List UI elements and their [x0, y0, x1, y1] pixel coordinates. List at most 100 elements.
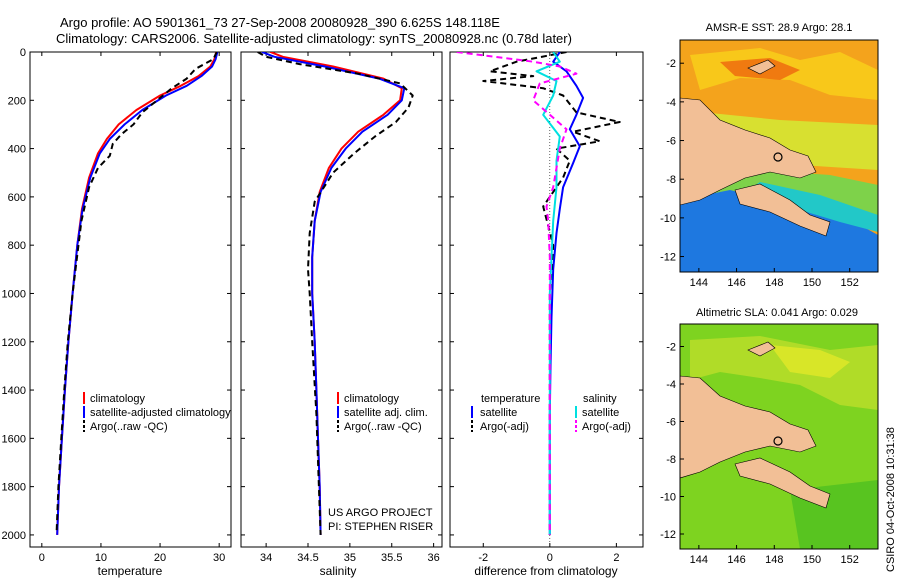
x-tick-label: 34 [260, 552, 272, 564]
map-y-tick-label: -12 [660, 252, 676, 264]
legend-label-climatology: climatology [344, 393, 400, 405]
legend-label-sal-satellite: satellite [582, 407, 619, 419]
temperature-axes-frame [29, 51, 232, 548]
legend-label-satellite: satellite adj. clim. [344, 407, 428, 419]
sla-island [747, 341, 776, 357]
difference-axes-frame [449, 51, 644, 548]
difference-xlabel: difference from climatology [474, 564, 617, 578]
sst-map-frame [679, 39, 879, 273]
sst-map-image [680, 40, 878, 272]
legend-label-climatology: climatology [90, 393, 146, 405]
x-tick-label: -2 [478, 552, 488, 564]
principal-investigator: PI: STEPHEN RISER [328, 521, 433, 533]
sla-map-title: Altimetric SLA: 0.041 Argo: 0.029 [696, 307, 858, 319]
map-y-tick-label: -12 [660, 529, 676, 541]
map-x-tick-label: 144 [690, 277, 708, 289]
x-tick-label: 0 [547, 552, 553, 564]
map-x-tick-label: 152 [841, 277, 859, 289]
sla-map-ticks: 144 146 148 150 152 -2 -4 -6 -8 -10 -12 [660, 342, 859, 567]
sla-map-frame [679, 323, 879, 550]
sla-argo-marker [773, 436, 783, 446]
legend-label-temp-argo: Argo(-adj) [480, 421, 529, 433]
sla-map-image [680, 324, 878, 549]
sst-map-title: AMSR-E SST: 28.9 Argo: 28.1 [706, 22, 853, 34]
map-x-tick-label: 146 [727, 554, 745, 566]
map-x-tick-label: 150 [803, 277, 821, 289]
y-tick-label: 200 [8, 95, 26, 107]
salinity-panel: 34 34.5 35 35.5 36 salinity climatology sate… [240, 51, 443, 578]
difference-legend: temperature salinity satellite Argo(-adj… [471, 393, 631, 433]
temperature-xlabel: temperature [98, 564, 163, 578]
x-tick-label: 35.5 [381, 552, 402, 564]
y-tick-label: 400 [8, 144, 26, 156]
legend-label-argo: Argo(..raw -QC) [344, 421, 422, 433]
legend-label-temp-satellite: satellite [480, 407, 517, 419]
salinity-xlabel: salinity [320, 564, 357, 578]
sst-island [747, 59, 776, 75]
sst-argo-marker [773, 152, 783, 162]
x-tick-label: 35 [344, 552, 356, 564]
x-tick-label: 20 [154, 552, 166, 564]
map-y-tick-label: -8 [666, 454, 676, 466]
temperature-series [55, 52, 219, 535]
x-tick-label: 34.5 [297, 552, 318, 564]
sst-map-ticks: 144 146 148 150 152 -2 -4 -6 -8 -10 -12 [660, 58, 859, 289]
salinity-ticks: 34 34.5 35 35.5 36 [241, 51, 442, 564]
y-tick-label: 1200 [2, 337, 26, 349]
figure-title-line2: Climatology: CARS2006. Satellite-adjuste… [56, 31, 572, 46]
sst-map-panel: AMSR-E SST: 28.9 Argo: 28.1 144 146 148 150… [660, 22, 879, 289]
map-x-tick-label: 152 [841, 554, 859, 566]
temperature-ticks: 0 10 20 30 0 200 400 600 800 1000 1200 1400 1600 1800… [2, 47, 231, 564]
sla-land [680, 375, 831, 509]
difference-panel: -2 0 2 difference from climatology tempera… [449, 51, 644, 578]
map-y-tick-label: -6 [666, 417, 676, 429]
x-tick-label: 36 [428, 552, 440, 564]
map-y-tick-label: -4 [666, 379, 676, 391]
legend-label-satellite: satellite-adjusted climatology [90, 407, 231, 419]
map-y-tick-label: -2 [666, 342, 676, 354]
y-tick-label: 2000 [2, 530, 26, 542]
x-tick-label: 30 [213, 552, 225, 564]
map-y-tick-label: -10 [660, 213, 676, 225]
y-tick-label: 1400 [2, 385, 26, 397]
legend-label-argo: Argo(..raw -QC) [90, 421, 168, 433]
map-x-tick-label: 148 [765, 277, 783, 289]
y-tick-label: 1000 [2, 288, 26, 300]
y-tick-label: 1800 [2, 482, 26, 494]
x-tick-label: 0 [39, 552, 45, 564]
x-tick-label: 10 [95, 552, 107, 564]
salinity-legend: climatology satellite adj. clim. Argo(..… [337, 392, 428, 433]
map-y-tick-label: -6 [666, 136, 676, 148]
sst-cool-water [680, 190, 878, 272]
series-line-salinity-argo-adj- [456, 52, 578, 535]
series-line-argo-raw-qc- [257, 52, 414, 535]
map-y-tick-label: -2 [666, 58, 676, 70]
difference-series [456, 52, 621, 547]
map-y-tick-label: -8 [666, 174, 676, 186]
map-y-tick-label: -10 [660, 492, 676, 504]
y-tick-label: 1600 [2, 433, 26, 445]
project-name: US ARGO PROJECT [328, 507, 433, 519]
legend-header-temperature: temperature [481, 393, 540, 405]
sla-higher-patch [770, 345, 850, 378]
map-x-tick-label: 146 [727, 277, 745, 289]
sst-land [680, 97, 831, 237]
figure-title-line1: Argo profile: AO 5901361_73 27-Sep-2008 … [60, 15, 500, 30]
series-line-argo-raw-qc- [55, 52, 218, 533]
salinity-axes-frame [240, 51, 443, 548]
x-tick-label: 2 [613, 552, 619, 564]
temperature-legend: climatology satellite-adjusted climatolo… [83, 392, 231, 433]
salinity-series [257, 52, 414, 535]
map-x-tick-label: 150 [803, 554, 821, 566]
legend-header-salinity: salinity [583, 393, 617, 405]
y-tick-label: 800 [8, 240, 26, 252]
map-x-tick-label: 144 [690, 554, 708, 566]
y-tick-label: 600 [8, 192, 26, 204]
legend-label-sal-argo: Argo(-adj) [582, 421, 631, 433]
map-x-tick-label: 148 [765, 554, 783, 566]
difference-ticks: -2 0 2 [450, 51, 643, 564]
temperature-panel: 0 10 20 30 0 200 400 600 800 1000 1200 1400 1600 1800… [2, 47, 232, 578]
y-tick-label: 0 [20, 47, 26, 59]
timestamp-stamp: CSIRO 04-Oct-2008 10:31:38 [885, 427, 897, 572]
